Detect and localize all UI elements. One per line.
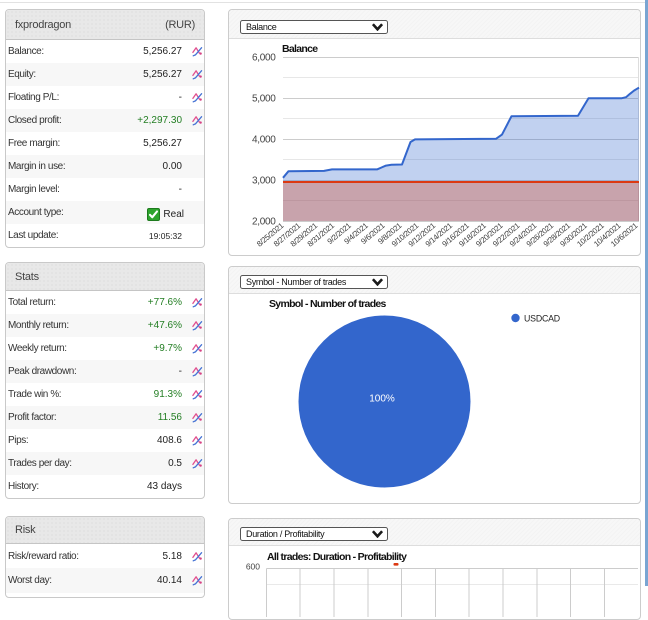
svg-text:100%: 100% <box>369 394 395 405</box>
svg-text:600: 600 <box>246 562 260 572</box>
svg-text:2,000: 2,000 <box>252 217 276 228</box>
svg-text:USDCAD: USDCAD <box>524 314 560 324</box>
svg-text:6,000: 6,000 <box>252 53 276 64</box>
svg-text:3,000: 3,000 <box>252 176 276 187</box>
svg-text:5,000: 5,000 <box>252 94 276 105</box>
svg-text:4,000: 4,000 <box>252 135 276 146</box>
